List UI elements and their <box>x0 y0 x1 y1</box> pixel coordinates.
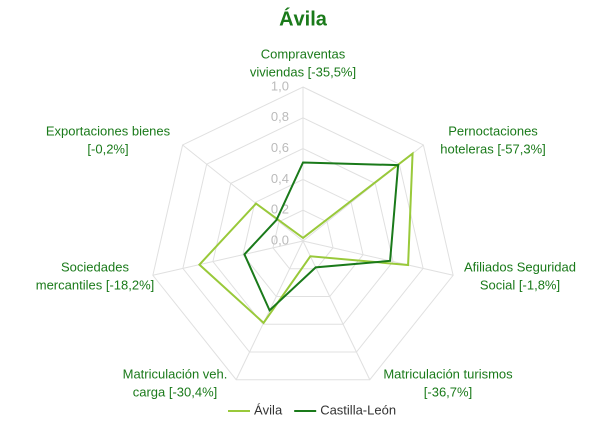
axis-label: [-36,7%] <box>424 384 472 399</box>
tick-label: 0,4 <box>271 171 289 186</box>
tick-label: 0,2 <box>271 202 289 217</box>
series-line <box>243 161 400 313</box>
legend-label: Castilla-León <box>320 402 396 417</box>
grid-ring <box>152 86 454 381</box>
axis-label: Sociedades <box>61 259 129 274</box>
spoke <box>302 240 454 276</box>
grid-ring <box>182 117 424 353</box>
axis-label: Exportaciones bienes <box>46 123 171 138</box>
axis-label: Matriculación veh. <box>123 366 228 381</box>
tick-label: 0,6 <box>271 140 289 155</box>
spoke <box>152 240 304 276</box>
legend-label: Ávila <box>254 402 283 417</box>
spoke <box>182 144 304 242</box>
chart-title: Ávila <box>279 7 328 30</box>
series-line <box>197 151 414 325</box>
axis-label: Social [-1,8%] <box>480 277 560 292</box>
axis-label: Compraventas <box>261 46 346 61</box>
tick-label: 0,8 <box>271 109 289 124</box>
tick-label: 1,0 <box>271 78 289 93</box>
grid-ring <box>212 148 394 325</box>
axis-label: Matriculación turismos <box>383 366 513 381</box>
axis-label: viviendas [-35,5%] <box>250 64 356 79</box>
tick-label: 0,0 <box>271 232 289 247</box>
grid-ring <box>272 209 334 270</box>
axis-label: mercantiles [-18,2%] <box>36 277 155 292</box>
axis-label: Afiliados Seguridad <box>464 259 576 274</box>
spoke <box>302 240 371 380</box>
axis-label: hoteleras [-57,3%] <box>440 141 546 156</box>
axis-label: [-0,2%] <box>87 141 128 156</box>
axis-label: Pernoctaciones <box>448 123 538 138</box>
axis-label: carga [-30,4%] <box>133 384 218 399</box>
grid-ring <box>242 178 364 297</box>
